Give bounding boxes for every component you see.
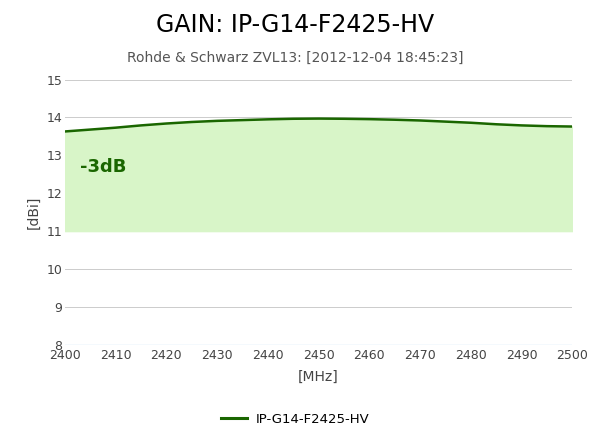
Text: -3dB: -3dB	[80, 158, 126, 176]
Text: GAIN: IP-G14-F2425-HV: GAIN: IP-G14-F2425-HV	[156, 13, 434, 37]
Text: Rohde & Schwarz ZVL13: [2012-12-04 18:45:23]: Rohde & Schwarz ZVL13: [2012-12-04 18:45…	[127, 51, 463, 65]
Legend: IP-G14-F2425-HV: IP-G14-F2425-HV	[216, 408, 374, 431]
Y-axis label: [dBi]: [dBi]	[27, 195, 41, 229]
X-axis label: [MHz]: [MHz]	[298, 370, 339, 384]
